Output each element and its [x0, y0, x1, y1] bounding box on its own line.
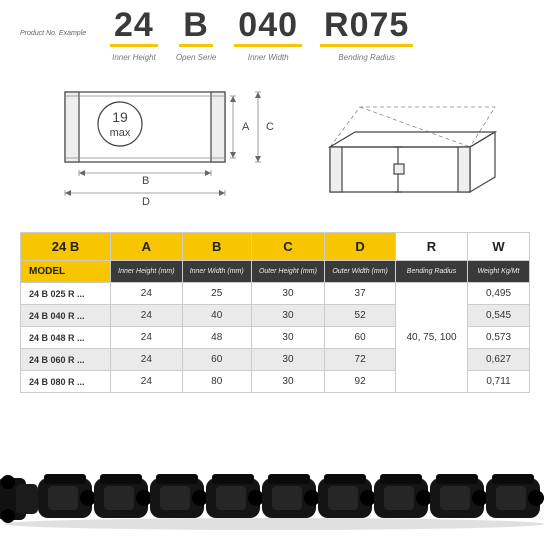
data-cell: 24: [111, 349, 183, 371]
data-cell: 37: [325, 283, 396, 305]
model-cell: 24 B 080 R ...: [21, 371, 111, 393]
spec-table-wrap: 24 B A B C D R W MODEL Inner Height (mm)…: [0, 222, 550, 393]
code-open-serie: B Open Serie: [176, 8, 216, 62]
diagram-iso: [320, 92, 510, 212]
data-cell: 92: [325, 371, 396, 393]
model-cell: 24 B 060 R ...: [21, 349, 111, 371]
code-sublabel: Inner Height: [112, 53, 156, 62]
data-cell: 0,495: [468, 283, 530, 305]
data-cell: 30: [251, 327, 325, 349]
sub-C: Outer Height (mm): [251, 261, 325, 283]
data-cell: 30: [251, 283, 325, 305]
series-header: 24 B: [21, 233, 111, 261]
data-cell: 30: [251, 305, 325, 327]
data-cell: 48: [182, 327, 251, 349]
model-cell: 24 B 048 R ...: [21, 327, 111, 349]
data-cell: 24: [111, 305, 183, 327]
cable-chain-icon: [0, 462, 550, 532]
max-dia-bot: max: [110, 127, 131, 139]
code-bending-radius: R075 Bending Radius: [320, 8, 413, 62]
data-cell: 72: [325, 349, 396, 371]
table-row: 24 B 025 R ...2425303740, 75, 1000,495: [21, 283, 530, 305]
code-sublabel: Bending Radius: [338, 53, 394, 62]
model-subheader: MODEL: [21, 261, 111, 283]
svg-text:B: B: [142, 175, 149, 187]
product-number-label: Product No. Example: [20, 8, 92, 37]
col-W: W: [468, 233, 530, 261]
model-cell: 24 B 040 R ...: [21, 305, 111, 327]
cross-section-diagrams: 19 max A C B: [0, 62, 550, 222]
data-cell: 24: [111, 371, 183, 393]
code-value: 24: [110, 8, 158, 47]
code-value: B: [179, 8, 213, 47]
col-C: C: [251, 233, 325, 261]
data-cell: 30: [251, 371, 325, 393]
sub-W: Weight Kg/Mt: [468, 261, 530, 283]
sub-D: Outer Width (mm): [325, 261, 396, 283]
max-dia-top: 19: [112, 109, 128, 125]
code-sublabel: Inner Width: [248, 53, 289, 62]
data-cell: 60: [325, 327, 396, 349]
data-cell: 80: [182, 371, 251, 393]
code-value: 040: [234, 8, 302, 47]
spec-table: 24 B A B C D R W MODEL Inner Height (mm)…: [20, 232, 530, 393]
data-cell: 25: [182, 283, 251, 305]
data-cell: 0,627: [468, 349, 530, 371]
code-inner-width: 040 Inner Width: [234, 8, 302, 62]
data-cell: 0,545: [468, 305, 530, 327]
col-B: B: [182, 233, 251, 261]
sub-R: Bending Radius: [396, 261, 468, 283]
product-code-header: Product No. Example 24 Inner Height B Op…: [0, 0, 550, 62]
data-cell: 0,573: [468, 327, 530, 349]
data-cell: 30: [251, 349, 325, 371]
r-merged-cell: 40, 75, 100: [396, 283, 468, 393]
code-sublabel: Open Serie: [176, 53, 216, 62]
data-cell: 24: [111, 283, 183, 305]
data-cell: 52: [325, 305, 396, 327]
svg-text:A: A: [242, 121, 250, 133]
svg-text:D: D: [142, 196, 150, 208]
spec-table-body: 24 B 025 R ...2425303740, 75, 1000,49524…: [21, 283, 530, 393]
col-A: A: [111, 233, 183, 261]
data-cell: 24: [111, 327, 183, 349]
code-value: R075: [320, 8, 413, 47]
sub-A: Inner Height (mm): [111, 261, 183, 283]
data-cell: 60: [182, 349, 251, 371]
diagram-front: 19 max A C B: [60, 82, 280, 212]
data-cell: 0,711: [468, 371, 530, 393]
col-D: D: [325, 233, 396, 261]
svg-text:C: C: [266, 121, 274, 133]
code-inner-height: 24 Inner Height: [110, 8, 158, 62]
model-cell: 24 B 025 R ...: [21, 283, 111, 305]
data-cell: 40: [182, 305, 251, 327]
col-R: R: [396, 233, 468, 261]
sub-B: Inner Width (mm): [182, 261, 251, 283]
